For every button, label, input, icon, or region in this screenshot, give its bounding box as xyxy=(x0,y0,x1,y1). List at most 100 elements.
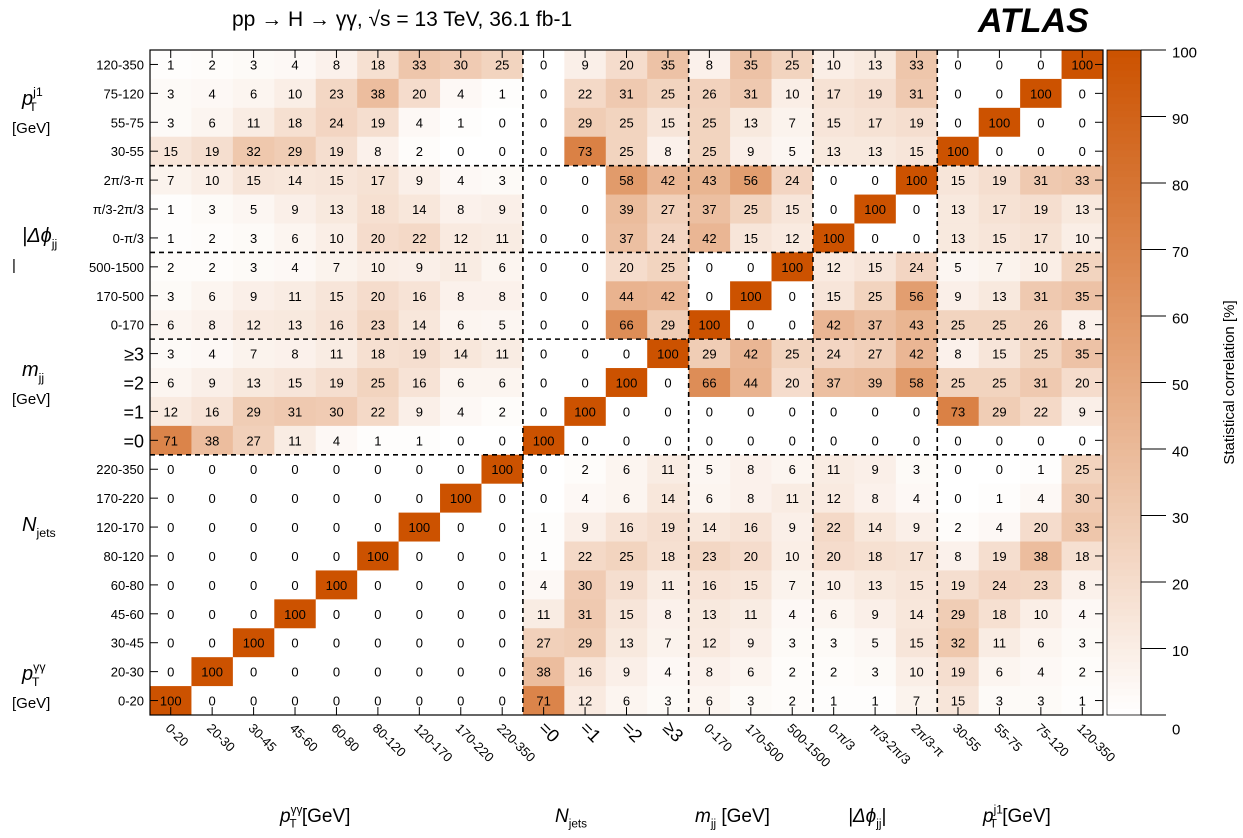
heatmap-cell xyxy=(315,339,358,369)
y-tick-label: 20-30 xyxy=(111,665,144,680)
heatmap-cell xyxy=(978,252,1021,282)
cell-value-label: 9 xyxy=(499,202,506,217)
cell-value-label: 100 xyxy=(823,231,845,246)
cell-value-label: 31 xyxy=(1034,376,1048,391)
cell-value-label: 4 xyxy=(209,86,216,101)
cell-value-label: 11 xyxy=(661,578,675,593)
cell-value-label: 19 xyxy=(951,665,965,680)
heatmap-cell xyxy=(647,599,690,629)
heatmap-cell xyxy=(1020,78,1063,109)
heatmap-cell xyxy=(688,339,731,369)
cell-value-label: 100 xyxy=(533,433,555,448)
cell-value-label: 37 xyxy=(826,376,840,391)
cell-value-label: 3 xyxy=(167,86,174,101)
cell-value-label: 4 xyxy=(416,115,423,130)
heatmap-cell xyxy=(854,252,897,282)
colorbar-segment xyxy=(1107,695,1141,703)
colorbar-segment xyxy=(1107,495,1141,503)
heatmap-cell xyxy=(854,396,897,427)
heatmap-cell xyxy=(191,310,234,340)
heatmap-cell xyxy=(895,339,938,369)
heatmap-cell xyxy=(357,541,400,571)
heatmap-cell xyxy=(647,223,690,253)
cell-value-label: 15 xyxy=(868,260,882,275)
cell-value-label: 3 xyxy=(996,694,1003,709)
heatmap-cell xyxy=(357,628,400,658)
x-tick-label: 170-500 xyxy=(743,721,787,765)
cell-value-label: 100 xyxy=(160,694,182,709)
cell-value-label: 0 xyxy=(706,260,713,275)
y-tick-label: 0-20 xyxy=(118,694,144,709)
colorbar-segment xyxy=(1107,256,1141,264)
colorbar-segment xyxy=(1107,468,1141,477)
x-tick-label: =0 xyxy=(535,718,564,747)
heatmap-cell xyxy=(564,570,607,600)
heatmap-cell xyxy=(730,310,773,340)
colorbar-segment xyxy=(1107,236,1141,244)
heatmap-cell xyxy=(440,136,482,167)
heatmap-cell xyxy=(274,512,317,543)
heatmap-cell xyxy=(730,339,773,369)
heatmap-cell xyxy=(232,310,275,340)
cell-value-label: 13 xyxy=(868,144,882,159)
heatmap-cell xyxy=(730,396,773,427)
colorbar-tick-label: 100 xyxy=(1172,45,1197,62)
heatmap-cell xyxy=(440,339,482,369)
cell-value-label: 13 xyxy=(951,202,965,217)
cell-value-label: 0 xyxy=(291,462,298,477)
heatmap-cell xyxy=(191,78,234,109)
heatmap-cell xyxy=(481,628,524,658)
cell-value-label: 0 xyxy=(333,607,340,622)
cell-value-label: 0 xyxy=(871,433,878,448)
x-tick-label: 170-220 xyxy=(453,721,497,765)
y-tick-label: =2 xyxy=(123,374,144,394)
cell-value-label: 8 xyxy=(333,57,340,72)
cell-value-label: 100 xyxy=(740,289,762,304)
heatmap-cell xyxy=(357,657,400,687)
cell-value-label: 3 xyxy=(167,347,174,362)
heatmap-cell xyxy=(647,107,690,138)
cell-value-label: 0 xyxy=(664,433,671,448)
heatmap-cell xyxy=(191,194,234,224)
heatmap-cell xyxy=(730,136,773,167)
heatmap-cell xyxy=(730,78,773,109)
cell-value-label: 5 xyxy=(789,144,796,159)
heatmap-cell xyxy=(232,483,275,514)
colorbar-segment xyxy=(1107,542,1141,550)
cell-value-label: 0 xyxy=(581,289,588,304)
heatmap-cell xyxy=(191,628,234,658)
cell-value-label: 20 xyxy=(785,376,799,391)
heatmap-cell xyxy=(812,483,855,514)
cell-value-label: 13 xyxy=(992,289,1006,304)
heatmap-cell xyxy=(274,107,317,138)
cell-value-label: 6 xyxy=(830,607,837,622)
cell-value-label: 0 xyxy=(913,404,920,419)
cell-value-label: 9 xyxy=(416,404,423,419)
heatmap-cell xyxy=(937,483,980,514)
cell-value-label: 0 xyxy=(623,433,630,448)
heatmap-cell xyxy=(730,454,773,485)
heatmap-cell xyxy=(564,165,607,196)
heatmap-cell xyxy=(191,425,234,456)
heatmap-cell xyxy=(647,310,690,340)
heatmap-cell xyxy=(771,599,814,629)
heatmap-cell xyxy=(937,107,980,138)
cell-value-label: 0 xyxy=(457,520,464,535)
heatmap-cell xyxy=(937,368,980,398)
heatmap-cell xyxy=(274,194,317,224)
colorbar-segment xyxy=(1107,641,1141,650)
heatmap-cell xyxy=(688,541,731,571)
cell-value-label: 0 xyxy=(996,86,1003,101)
cell-value-label: 100 xyxy=(574,404,596,419)
heatmap-cell xyxy=(688,483,731,514)
heatmap-cell xyxy=(730,657,773,687)
cell-value-label: 16 xyxy=(744,520,758,535)
colorbar-segment xyxy=(1107,143,1141,151)
heatmap-cell xyxy=(730,570,773,600)
cell-value-label: 19 xyxy=(992,173,1006,188)
heatmap-cell xyxy=(440,657,482,687)
y-tick-label: 80-120 xyxy=(104,549,144,564)
cell-value-label: 12 xyxy=(702,636,716,651)
heatmap-cell xyxy=(564,599,607,629)
cell-value-label: 12 xyxy=(578,694,592,709)
